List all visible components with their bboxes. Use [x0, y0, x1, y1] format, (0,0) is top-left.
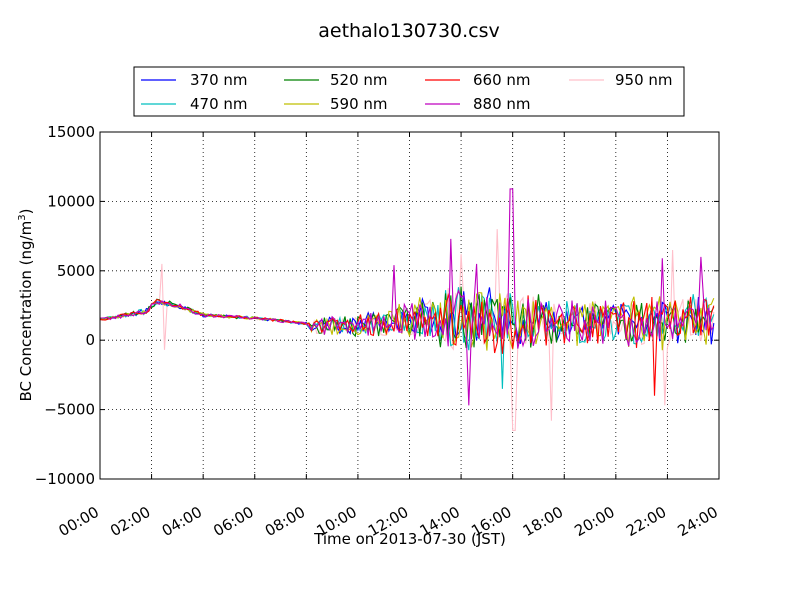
legend-label: 950 nm — [615, 71, 673, 89]
legend-label: 660 nm — [473, 71, 531, 89]
tick-layer — [99, 131, 720, 480]
y-axis: −10000 −5000 0 5000 10000 15000 — [35, 123, 95, 488]
y-axis-label-close: ) — [17, 209, 35, 215]
y-tick-label: −10000 — [35, 470, 95, 488]
legend-label: 470 nm — [190, 95, 248, 113]
series-layer — [100, 188, 715, 431]
chart-title: aethalo130730.csv — [318, 20, 500, 42]
legend-label: 520 nm — [330, 71, 388, 89]
legend-label: 880 nm — [473, 95, 531, 113]
y-tick-label: 10000 — [47, 192, 95, 210]
y-axis-label-main: BC Concentration (ng/m — [17, 221, 35, 402]
legend-box — [133, 66, 685, 117]
y-tick-label: 5000 — [57, 262, 95, 280]
legend-label: 370 nm — [190, 71, 248, 89]
legend-label: 590 nm — [330, 95, 388, 113]
y-tick-label: 0 — [85, 331, 95, 349]
y-axis-label: BC Concentration (ng/m3) — [17, 209, 35, 402]
x-axis-label: Time on 2013-07-30 (JST) — [313, 530, 506, 548]
series-line-880-nm — [100, 188, 715, 406]
y-tick-label: −5000 — [44, 401, 95, 419]
y-tick-label: 15000 — [47, 123, 95, 141]
plot-area — [99, 131, 720, 480]
y-axis-label-superscript: 3 — [17, 214, 28, 220]
legend: 370 nm 470 nm 520 nm 590 nm 660 nm 880 nm 950 … — [133, 66, 685, 117]
series-line-370-nm — [100, 287, 715, 345]
